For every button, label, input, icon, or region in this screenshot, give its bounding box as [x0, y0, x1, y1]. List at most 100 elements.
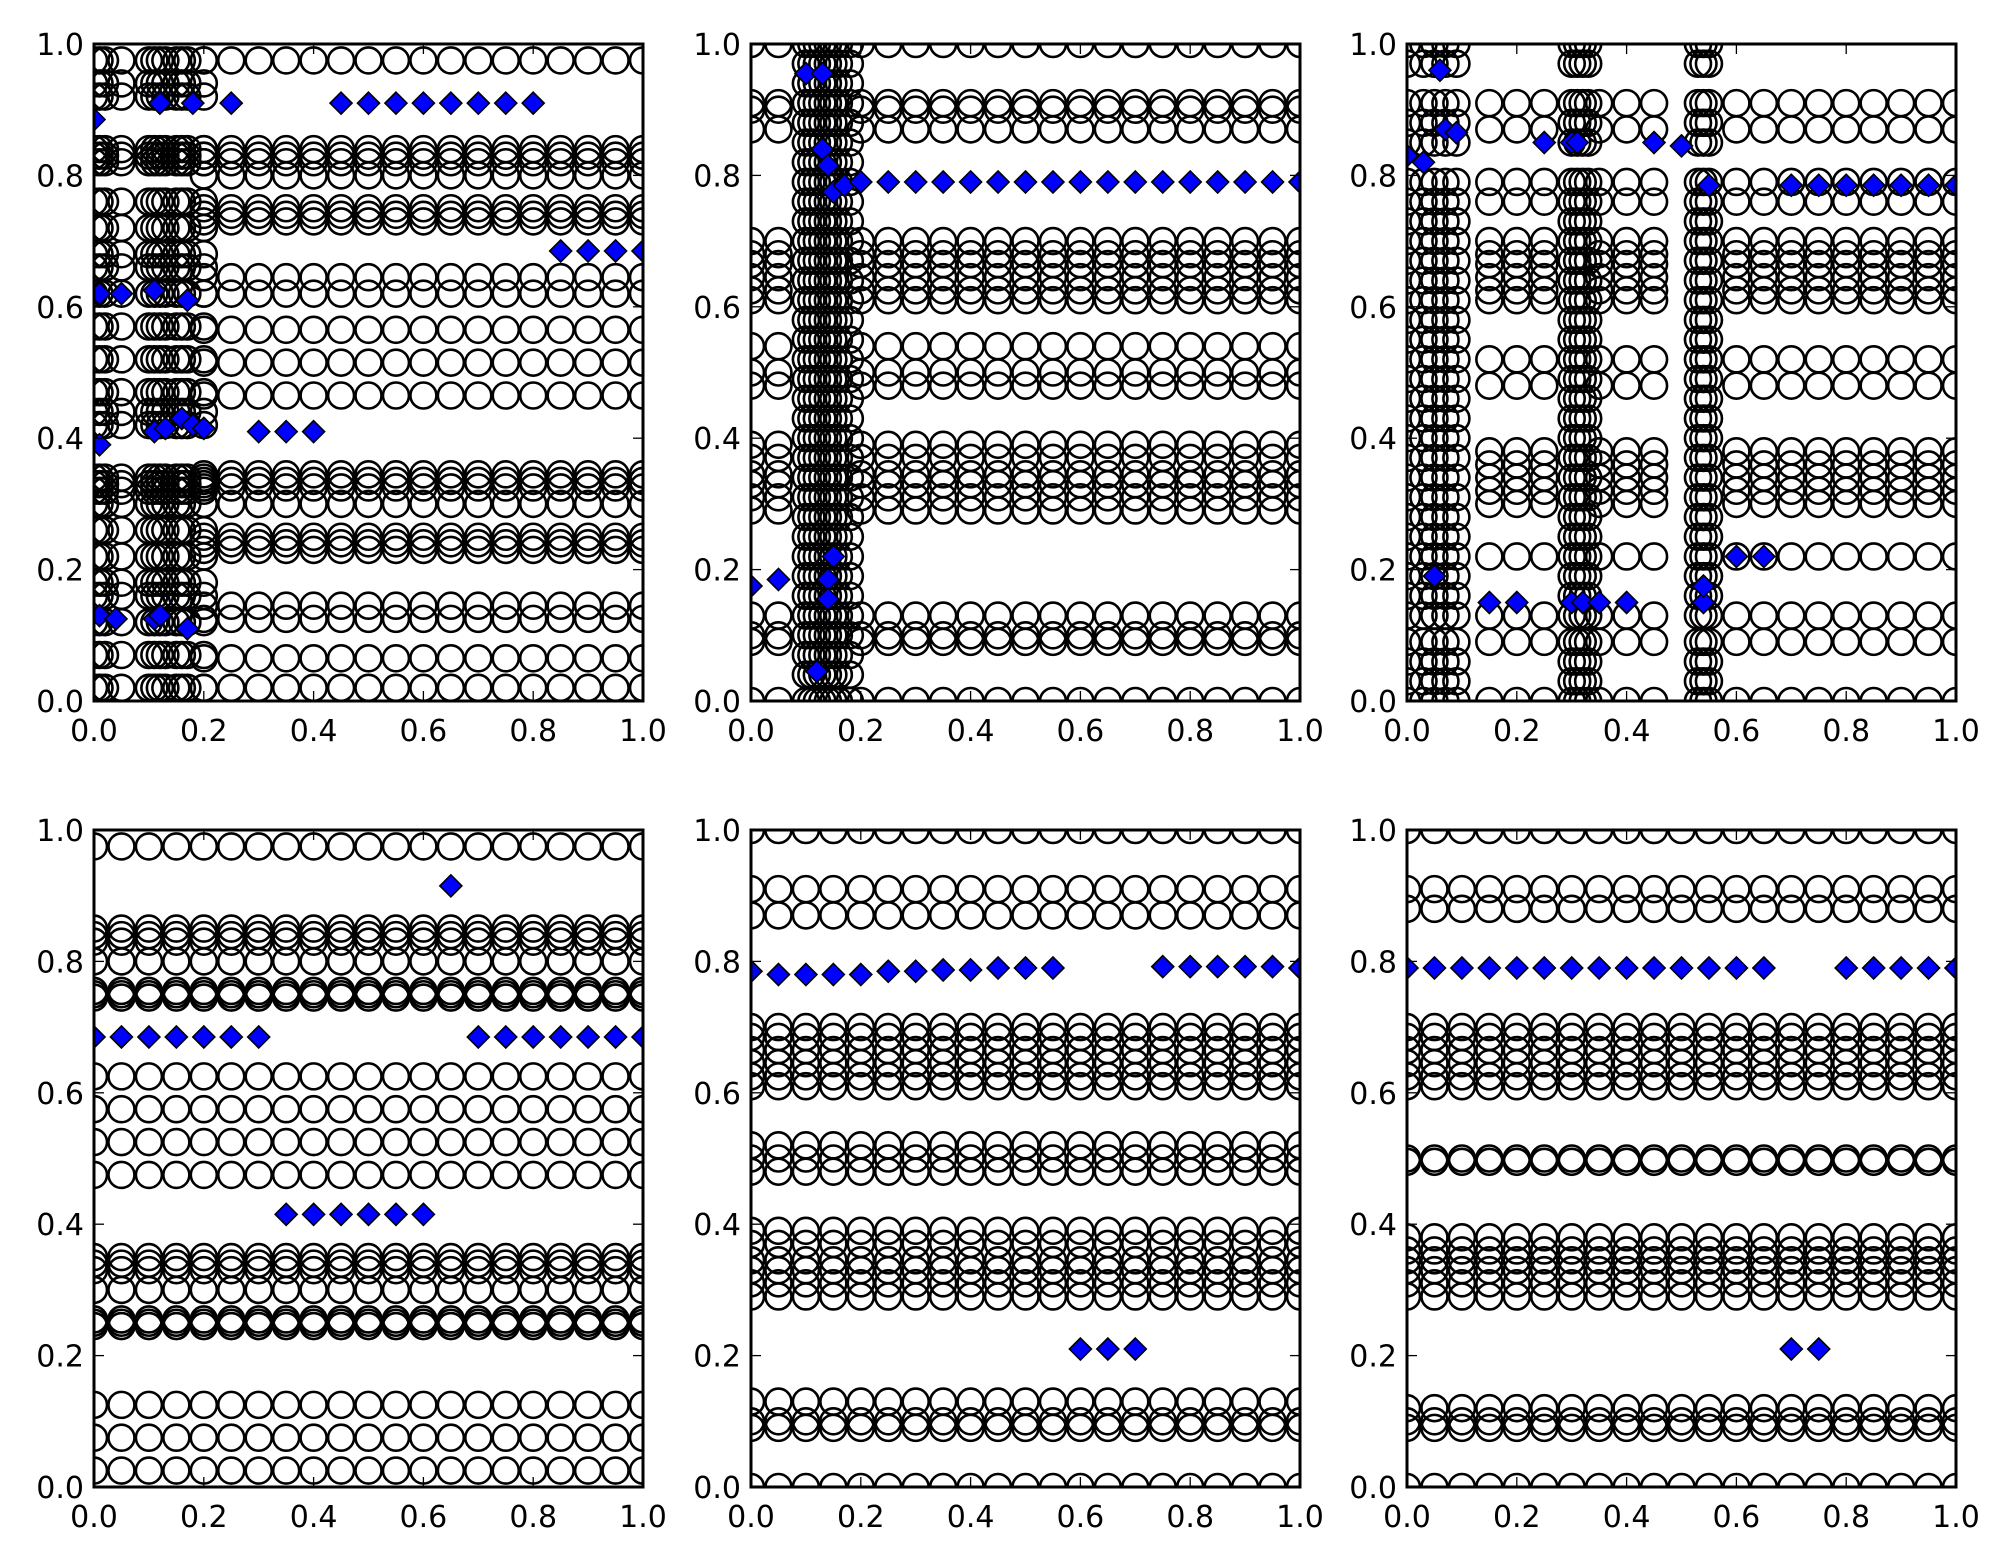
diamond-marker: [1477, 590, 1502, 615]
circle-marker: [573, 207, 603, 236]
circle-marker: [956, 44, 985, 59]
circle-marker: [573, 1456, 603, 1485]
circle-marker: [1447, 1246, 1477, 1275]
circle-marker: [1886, 226, 1916, 256]
circle-marker: [1859, 1223, 1888, 1252]
circle-marker: [381, 1160, 411, 1190]
circle-marker: [573, 200, 603, 230]
circle-marker: [1914, 830, 1943, 845]
x-tick-label: 0.2: [180, 1500, 228, 1535]
circle-marker: [491, 279, 521, 308]
circle-marker: [901, 830, 930, 845]
diamond-marker: [1570, 590, 1595, 615]
diamond-marker: [931, 957, 956, 983]
circle-marker: [791, 1012, 821, 1042]
circle-marker: [1831, 1269, 1861, 1298]
diamond-marker: [848, 962, 873, 987]
circle-marker: [94, 82, 109, 111]
circle-marker: [1749, 1246, 1779, 1275]
circle-marker: [628, 1127, 643, 1157]
circle-marker: [244, 832, 274, 861]
circle-marker: [151, 46, 180, 75]
circle-marker: [1749, 686, 1779, 701]
circle-marker: [1639, 1282, 1669, 1311]
circle-marker: [1639, 874, 1669, 904]
circle-marker: [271, 1160, 301, 1190]
circle-marker: [628, 1160, 643, 1190]
circle-marker: [1148, 901, 1178, 930]
diamond-marker: [1806, 1336, 1831, 1362]
circle-marker: [216, 947, 246, 976]
circle-marker: [956, 1216, 985, 1246]
circle-marker: [1941, 894, 1956, 924]
circle-marker: [436, 927, 466, 956]
circle-marker: [791, 830, 821, 845]
circle-marker: [409, 279, 438, 308]
circle-marker: [1722, 1472, 1751, 1487]
circle-marker: [751, 1216, 766, 1246]
circle-marker: [1011, 262, 1040, 292]
circle-marker: [463, 535, 493, 565]
circle-marker: [436, 1127, 466, 1157]
circle-marker: [1285, 239, 1300, 269]
diamond-marker: [1916, 173, 1941, 198]
circle-marker: [1831, 1048, 1861, 1078]
circle-marker: [546, 914, 575, 943]
circle-marker: [1475, 1246, 1504, 1275]
circle-marker: [1148, 460, 1178, 489]
circle-marker: [1941, 115, 1956, 144]
circle-marker: [628, 1275, 643, 1305]
circle-marker: [901, 483, 931, 512]
circle-marker: [873, 226, 903, 256]
circle-marker: [1529, 1393, 1559, 1423]
circle-marker: [873, 1282, 903, 1311]
circle-marker: [1529, 1071, 1559, 1101]
diamond-marker: [103, 606, 129, 632]
circle-marker: [1230, 115, 1260, 144]
circle-marker: [1777, 1407, 1806, 1436]
circle-marker: [764, 1472, 793, 1487]
circle-marker: [628, 460, 643, 489]
circle-marker: [1886, 1413, 1916, 1443]
circle-marker: [189, 1160, 219, 1190]
circle-marker: [751, 1413, 766, 1443]
circle-marker: [216, 591, 246, 621]
circle-marker: [1886, 1246, 1916, 1275]
circle-marker: [1612, 187, 1641, 216]
circle-marker: [1749, 1012, 1779, 1042]
subplot-bottom-right: 0.0 0.2 0.4 0.6 0.8 1.00.00.20.40.60.81.0: [1349, 814, 1980, 1535]
circle-marker: [1804, 686, 1834, 701]
circle-marker: [1804, 1413, 1834, 1443]
diamond-marker: [109, 1024, 134, 1050]
circle-marker: [1038, 1144, 1068, 1173]
circle-marker: [546, 643, 575, 673]
circle-marker: [1230, 1246, 1260, 1275]
diamond-marker: [1614, 590, 1639, 615]
x-tick-label: 0.8: [1166, 714, 1214, 749]
diamond-marker: [164, 1024, 189, 1050]
circle-marker: [751, 1131, 766, 1160]
circle-marker: [1066, 1407, 1095, 1436]
circle-marker: [409, 535, 438, 565]
diamond-marker: [793, 962, 819, 987]
circle-marker: [1175, 115, 1205, 144]
circle-marker: [1667, 1236, 1696, 1265]
circle-marker: [1230, 1157, 1260, 1186]
circle-marker: [94, 141, 109, 170]
circle-marker: [1011, 830, 1040, 845]
circle-marker: [1804, 1012, 1834, 1042]
circle-marker: [409, 381, 438, 410]
circle-marker: [518, 983, 548, 1012]
circle-marker: [1407, 1062, 1422, 1091]
circle-marker: [928, 496, 958, 525]
circle-marker: [1066, 496, 1095, 525]
circle-marker: [1203, 1472, 1232, 1487]
circle-marker: [1175, 276, 1205, 305]
circle-marker: [1148, 115, 1178, 144]
circle-marker: [491, 1275, 521, 1305]
circle-marker: [1914, 276, 1943, 305]
circle-marker: [189, 1255, 219, 1285]
circle-marker: [1447, 1223, 1477, 1252]
circle-marker: [1407, 1255, 1422, 1285]
circle-marker: [94, 489, 109, 519]
